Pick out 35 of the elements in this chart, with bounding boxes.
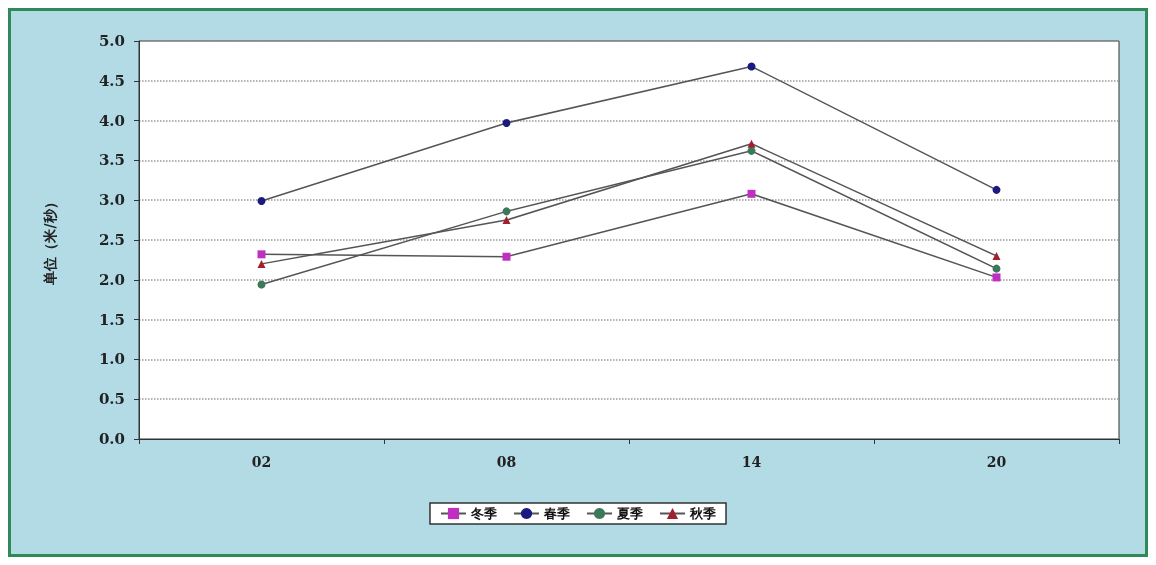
y-tick-label: 1.0 [98,350,125,369]
x-tick-label: 08 [496,454,517,470]
point [747,62,756,71]
y-tick-label: 3.0 [98,191,125,210]
point [257,250,266,259]
y-tick-label: 4.0 [98,111,125,130]
point [257,280,266,289]
legend-label: 夏季 [616,506,643,521]
legend-label: 冬季 [470,506,497,521]
y-tick-label: 5.0 [98,32,125,50]
point [992,251,1001,260]
point [992,264,1001,273]
x-tick-label: 14 [741,454,762,470]
y-tick-label: 3.5 [98,151,125,170]
point [992,273,1001,282]
y-tick-label: 4.5 [98,71,125,90]
y-axis-title: 单位（米/秒） [42,195,58,286]
y-tick-label: 2.5 [98,231,125,249]
point [747,189,756,198]
point [502,252,511,261]
legend-label: 秋季 [689,506,716,521]
point [502,207,511,216]
y-tick-label: 0.0 [98,430,125,448]
point [502,216,511,225]
legend-label: 春季 [543,506,570,521]
x-tick-label: 02 [251,454,272,470]
point [257,197,266,205]
point [257,259,266,268]
x-tick-label: 20 [986,454,1007,470]
point [747,139,756,148]
point [502,118,511,127]
point [992,185,1001,194]
y-tick-label: 1.5 [98,310,125,329]
y-tick-label: 2.0 [98,270,125,289]
y-tick-label: 0.5 [98,390,125,409]
